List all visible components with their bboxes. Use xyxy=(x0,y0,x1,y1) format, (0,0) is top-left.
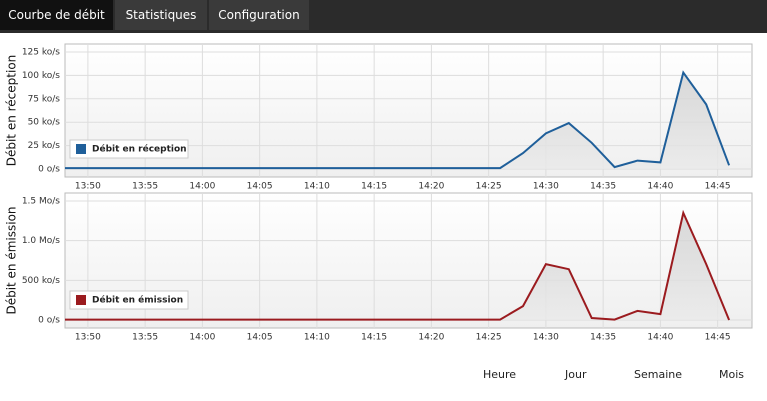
x-tick-label: 13:55 xyxy=(132,333,158,343)
x-tick-label: 13:55 xyxy=(132,182,158,192)
x-tick-label: 14:25 xyxy=(476,182,502,192)
y-tick-label: 0 o/s xyxy=(38,165,60,175)
range-button[interactable]: Jour xyxy=(565,368,587,381)
x-tick-label: 14:35 xyxy=(590,182,616,192)
y-tick-label: 75 ko/s xyxy=(28,94,61,104)
range-button[interactable]: Semaine xyxy=(634,368,683,381)
line xyxy=(65,70,731,170)
legend-box xyxy=(69,139,189,159)
line xyxy=(65,209,731,321)
y-tick-label: 1.0 Mo/s xyxy=(22,236,60,246)
x-tick-label: 14:30 xyxy=(533,182,559,192)
y-axis-title: Débit en réception xyxy=(5,55,19,167)
tab[interactable]: Statistiques xyxy=(115,0,207,30)
x-tick-label: 14:45 xyxy=(705,182,731,192)
x-tick-label: 14:05 xyxy=(247,182,273,192)
x-tick-label: 14:15 xyxy=(361,333,387,343)
x-tick-label: 14:40 xyxy=(647,182,673,192)
x-tick-label: 14:10 xyxy=(304,333,330,343)
area xyxy=(65,212,730,320)
y-tick-label: 25 ko/s xyxy=(28,141,61,151)
range-button[interactable]: Mois xyxy=(719,368,745,381)
legend-label: Débit en réception xyxy=(92,144,187,155)
legend-box xyxy=(69,290,189,310)
x-tick-label: 14:20 xyxy=(418,182,444,192)
y-tick-label: 1.5 Mo/s xyxy=(22,197,60,207)
x-tick-label: 14:30 xyxy=(533,333,559,343)
legend-swatch xyxy=(76,295,86,305)
y-tick-label: 500 ko/s xyxy=(22,276,60,286)
legend-label: Débit en émission xyxy=(92,295,183,306)
charts: 0 o/s 25 ko/s 50 ko/s 75 ko/s 100 ko/s 125 ko… xyxy=(5,43,753,343)
legend-swatch xyxy=(76,144,86,154)
x-tick-label: 14:25 xyxy=(476,333,502,343)
x-tick-label: 14:00 xyxy=(189,182,215,192)
tab-bar: Courbe de débit Statistiques Configurati… xyxy=(0,0,767,33)
x-tick-label: 14:10 xyxy=(304,182,330,192)
x-tick-label: 14:20 xyxy=(418,333,444,343)
range-button[interactable]: Heure xyxy=(483,368,517,381)
y-axis-title: Débit en émission xyxy=(5,206,19,314)
y-tick-label: 0 o/s xyxy=(38,316,60,326)
x-tick-label: 14:45 xyxy=(705,333,731,343)
x-tick-label: 14:35 xyxy=(590,333,616,343)
y-tick-label: 125 ko/s xyxy=(22,48,60,58)
x-tick-label: 14:15 xyxy=(361,182,387,192)
area xyxy=(65,72,730,169)
x-tick-label: 14:00 xyxy=(189,333,215,343)
x-tick-label: 13:50 xyxy=(75,182,101,192)
x-tick-label: 13:50 xyxy=(75,333,101,343)
y-tick-label: 100 ko/s xyxy=(22,71,60,81)
y-tick-label: 50 ko/s xyxy=(28,118,61,128)
tab[interactable]: Configuration xyxy=(209,0,309,30)
x-tick-label: 14:05 xyxy=(247,333,273,343)
tab[interactable]: Courbe de débit xyxy=(0,0,113,30)
x-tick-label: 14:40 xyxy=(647,333,673,343)
